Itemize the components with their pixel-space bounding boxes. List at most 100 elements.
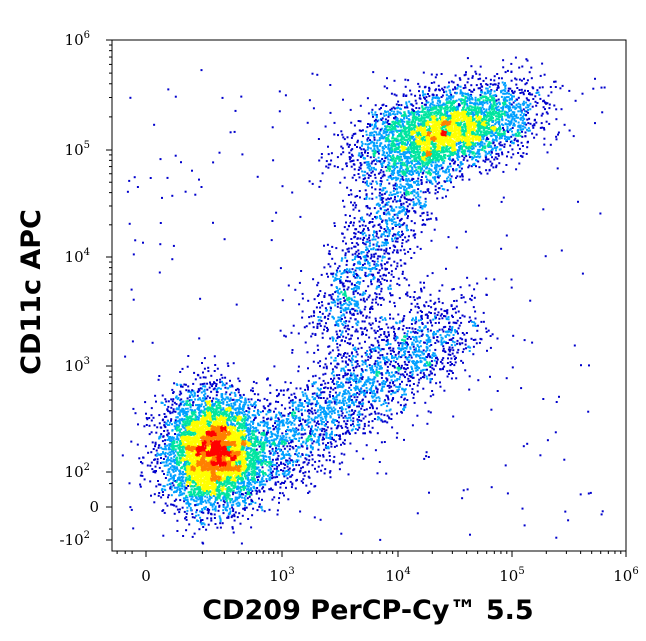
event-dot bbox=[213, 455, 215, 458]
event-dot bbox=[144, 445, 147, 448]
event-dot bbox=[185, 460, 187, 463]
event-dot bbox=[249, 427, 252, 429]
event-dot bbox=[212, 434, 215, 437]
event-dot bbox=[188, 399, 191, 402]
event-dot bbox=[207, 476, 210, 479]
event-dot bbox=[161, 440, 164, 443]
event-dot bbox=[202, 500, 204, 503]
event-dot bbox=[148, 417, 151, 419]
event-dot bbox=[197, 481, 200, 484]
event-dot bbox=[219, 520, 222, 522]
event-dot bbox=[266, 461, 269, 464]
event-dot bbox=[182, 413, 185, 416]
event-dot bbox=[219, 522, 222, 525]
event-dot bbox=[250, 449, 253, 452]
event-dot bbox=[158, 466, 161, 469]
event-dot bbox=[192, 481, 195, 484]
event-dot bbox=[256, 436, 259, 439]
event-dot bbox=[200, 439, 203, 442]
event-dot bbox=[198, 406, 201, 409]
event-dot bbox=[199, 387, 202, 390]
event-dot bbox=[230, 391, 233, 394]
event-dot bbox=[271, 474, 274, 477]
event-dot bbox=[211, 505, 214, 508]
event-dot bbox=[208, 417, 211, 420]
event-dot bbox=[235, 411, 238, 414]
event-dot bbox=[240, 456, 243, 459]
event-dot bbox=[208, 406, 211, 409]
event-dot bbox=[196, 424, 199, 427]
event-dot bbox=[184, 425, 187, 428]
event-dot bbox=[195, 441, 198, 444]
event-dot bbox=[220, 418, 223, 421]
event-dot bbox=[183, 436, 186, 438]
event-dot bbox=[193, 492, 195, 495]
event-dot bbox=[231, 527, 234, 530]
event-dot bbox=[217, 443, 220, 446]
event-dot bbox=[224, 425, 227, 428]
event-dot bbox=[228, 399, 231, 402]
event-dot bbox=[188, 467, 191, 470]
event-dot bbox=[191, 449, 194, 452]
event-dot bbox=[228, 406, 231, 409]
event-dot bbox=[157, 483, 160, 486]
event-dot bbox=[208, 454, 210, 457]
event-dot bbox=[172, 398, 175, 401]
event-dot bbox=[209, 483, 212, 485]
event-dot bbox=[203, 471, 206, 474]
event-dot bbox=[198, 337, 201, 340]
event-dot bbox=[175, 457, 178, 460]
event-dot bbox=[170, 457, 173, 460]
event-dot bbox=[223, 493, 226, 496]
event-dot bbox=[220, 448, 223, 450]
event-dot bbox=[254, 482, 256, 485]
event-dot bbox=[242, 448, 245, 451]
event-dot bbox=[204, 463, 207, 466]
event-dot bbox=[204, 404, 207, 407]
event-dot bbox=[184, 469, 187, 471]
event-dot bbox=[154, 465, 157, 468]
event-dot bbox=[213, 411, 216, 414]
event-dot bbox=[232, 471, 235, 474]
event-dot bbox=[192, 432, 195, 435]
event-dot bbox=[215, 391, 218, 394]
event-dot bbox=[185, 478, 188, 481]
event-dot bbox=[148, 424, 151, 427]
event-dot bbox=[191, 421, 194, 424]
event-dot bbox=[218, 483, 221, 486]
event-dot bbox=[221, 380, 223, 383]
event-dot bbox=[180, 438, 183, 441]
event-dot bbox=[262, 475, 265, 477]
event-dot bbox=[169, 466, 172, 469]
event-dot bbox=[234, 393, 237, 396]
event-dot bbox=[197, 418, 200, 421]
event-dot bbox=[193, 491, 196, 494]
event-dot bbox=[183, 414, 186, 417]
event-dot bbox=[223, 432, 226, 435]
event-dot bbox=[181, 453, 184, 456]
event-dot bbox=[188, 394, 191, 397]
event-dot bbox=[226, 429, 229, 432]
event-dot bbox=[218, 490, 220, 493]
event-dot bbox=[187, 485, 190, 487]
event-dot bbox=[159, 436, 162, 439]
event-dot bbox=[197, 484, 199, 487]
event-dot bbox=[230, 404, 233, 407]
event-dot bbox=[207, 366, 210, 369]
event-dot bbox=[203, 418, 206, 421]
event-dot bbox=[208, 440, 211, 443]
event-dot bbox=[190, 424, 193, 427]
event-dot bbox=[249, 464, 252, 467]
event-dot bbox=[194, 378, 197, 381]
event-dot bbox=[207, 406, 210, 409]
event-dot bbox=[189, 446, 192, 449]
event-dot bbox=[216, 379, 218, 382]
event-dot bbox=[160, 496, 163, 499]
event-dot bbox=[227, 478, 230, 481]
event-dot bbox=[188, 423, 191, 426]
event-dot bbox=[264, 437, 267, 440]
event-dot bbox=[181, 423, 184, 426]
event-dot bbox=[240, 469, 242, 472]
event-dot bbox=[236, 458, 239, 461]
event-dot bbox=[203, 395, 206, 398]
